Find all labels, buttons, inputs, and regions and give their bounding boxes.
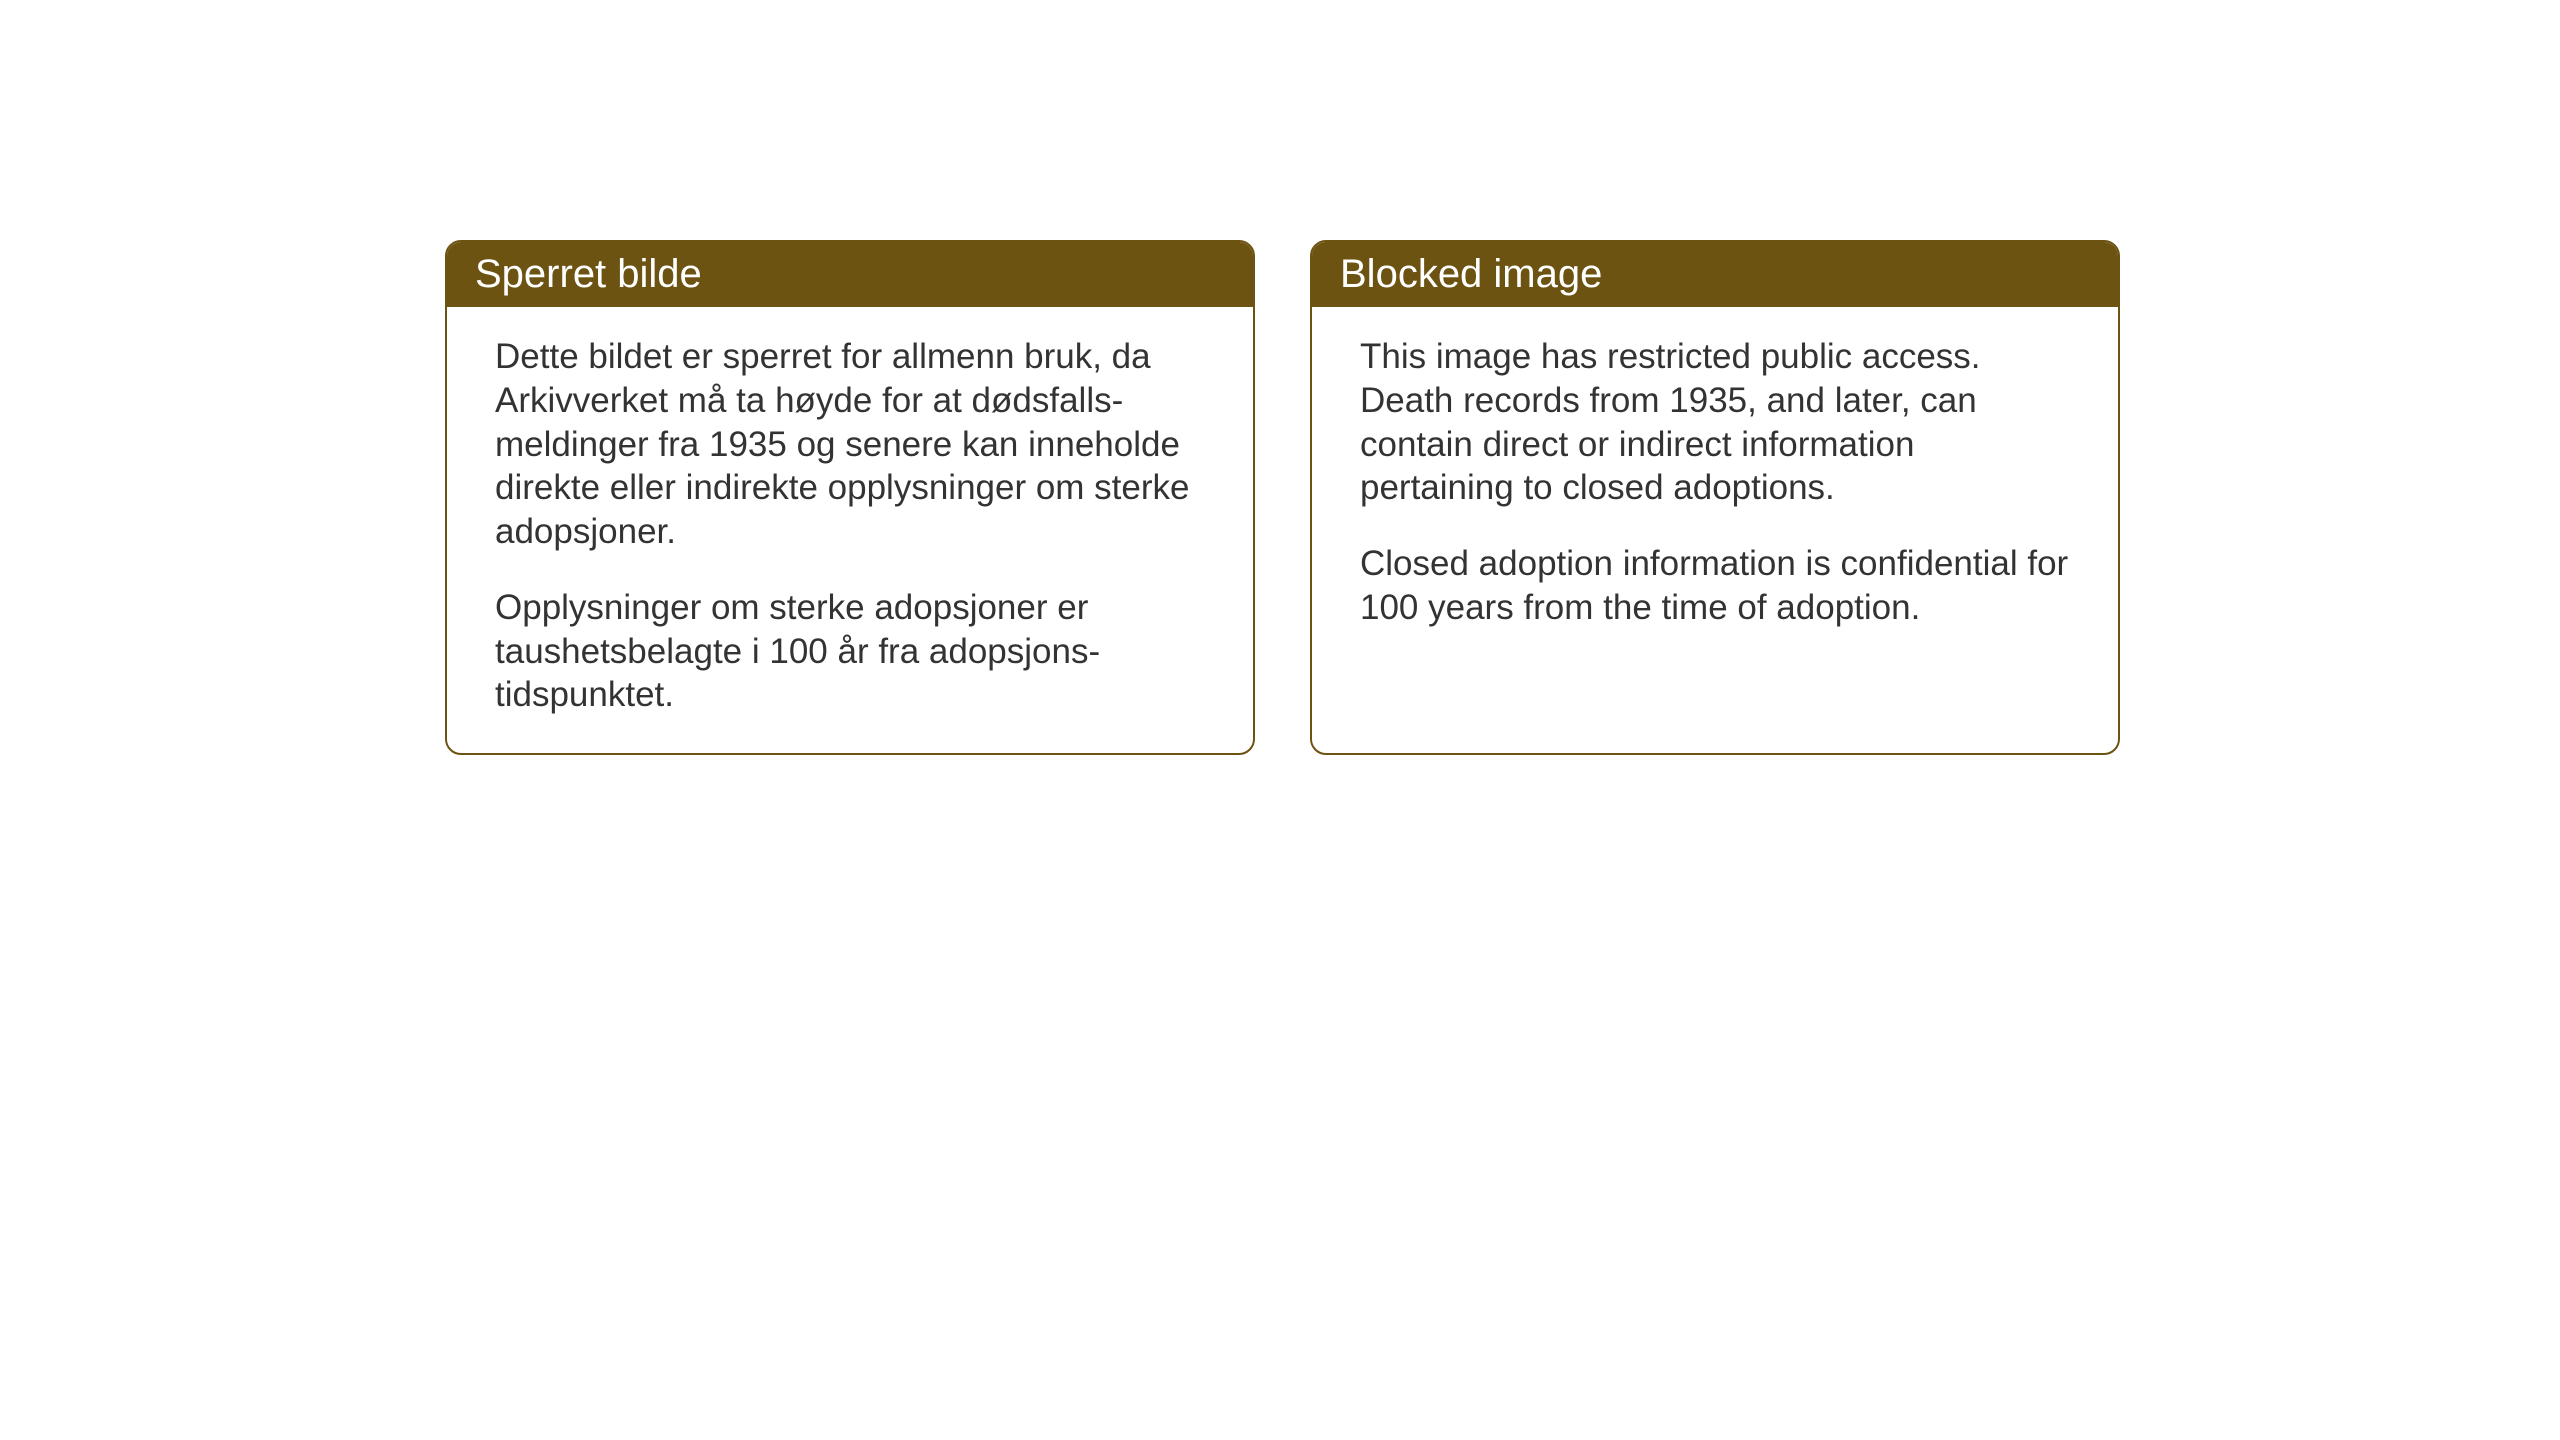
paragraph-text: Opplysninger om sterke adopsjoner er tau… bbox=[495, 586, 1205, 717]
paragraph-text: Closed adoption information is confident… bbox=[1360, 542, 2070, 630]
paragraph-text: This image has restricted public access.… bbox=[1360, 335, 2070, 510]
card-container: Sperret bilde Dette bildet er sperret fo… bbox=[445, 240, 2120, 755]
card-body-english: This image has restricted public access.… bbox=[1312, 307, 2118, 666]
card-header-english: Blocked image bbox=[1312, 242, 2118, 307]
card-norwegian: Sperret bilde Dette bildet er sperret fo… bbox=[445, 240, 1255, 755]
paragraph-text: Dette bildet er sperret for allmenn bruk… bbox=[495, 335, 1205, 554]
card-body-norwegian: Dette bildet er sperret for allmenn bruk… bbox=[447, 307, 1253, 753]
card-header-norwegian: Sperret bilde bbox=[447, 242, 1253, 307]
card-english: Blocked image This image has restricted … bbox=[1310, 240, 2120, 755]
